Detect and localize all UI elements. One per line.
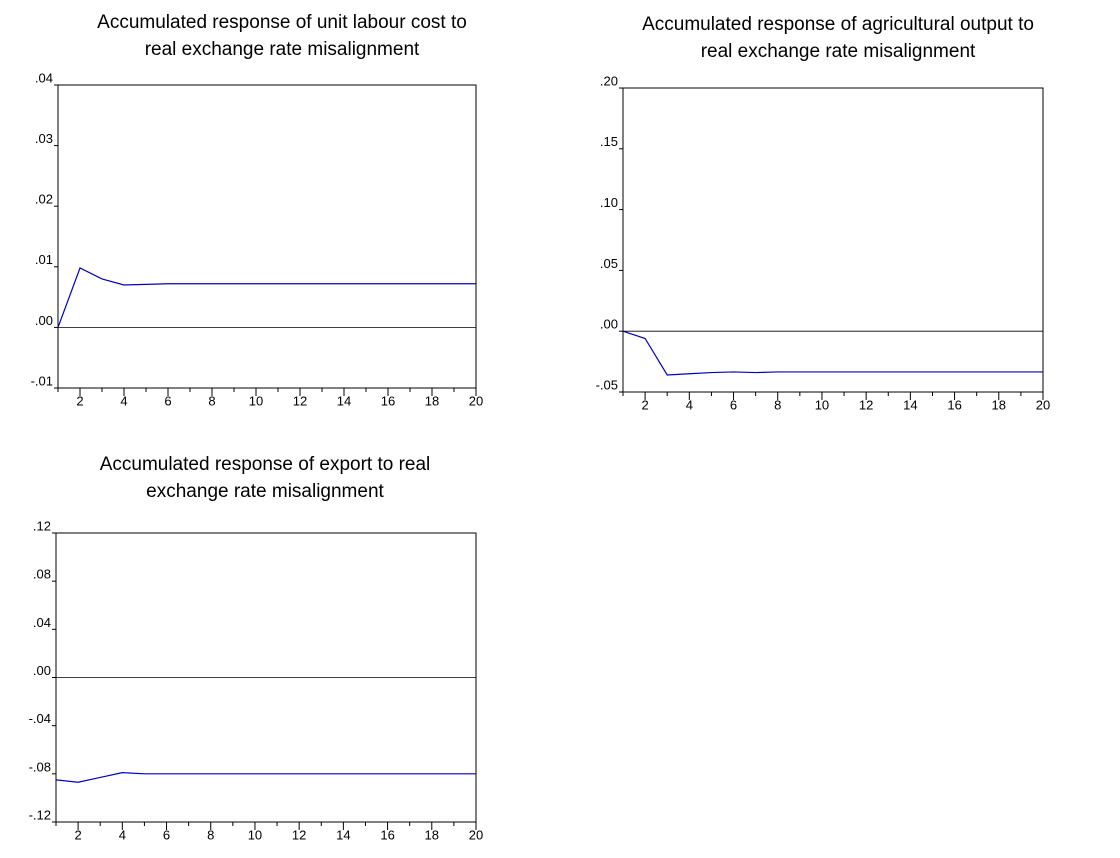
x-tick-label: 20 xyxy=(469,827,483,842)
x-tick-label: 14 xyxy=(336,827,350,842)
x-tick-label: 6 xyxy=(730,397,737,412)
y-tick-label: .10 xyxy=(600,195,618,210)
x-tick-label: 18 xyxy=(992,397,1006,412)
x-tick-label: 10 xyxy=(248,827,262,842)
chart-title: Accumulated response of export to real xyxy=(100,454,431,475)
x-tick-label: 16 xyxy=(381,393,395,408)
y-tick-label: .12 xyxy=(33,518,51,533)
chart-title: real exchange rate misalignment xyxy=(145,39,420,60)
chart-title: real exchange rate misalignment xyxy=(701,41,976,62)
y-tick-label: .20 xyxy=(600,73,618,88)
x-tick-label: 10 xyxy=(249,393,263,408)
x-tick-label: 20 xyxy=(469,393,483,408)
x-tick-label: 20 xyxy=(1036,397,1050,412)
chart-title: exchange rate misalignment xyxy=(146,481,384,502)
x-tick-label: 14 xyxy=(337,393,351,408)
response-line xyxy=(622,330,1043,376)
x-tick-label: 12 xyxy=(293,393,307,408)
x-tick-label: 8 xyxy=(774,397,781,412)
y-tick-label: -.04 xyxy=(29,711,51,726)
x-tick-label: 12 xyxy=(292,827,306,842)
y-tick-label: .01 xyxy=(35,252,53,267)
x-tick-label: 18 xyxy=(425,827,439,842)
response-line xyxy=(57,267,476,328)
y-tick-label: .15 xyxy=(600,134,618,149)
y-tick-label: -.12 xyxy=(29,807,51,822)
x-tick-label: 6 xyxy=(163,827,170,842)
x-tick-label: 2 xyxy=(641,397,648,412)
y-tick-label: .02 xyxy=(35,192,53,207)
x-tick-label: 2 xyxy=(76,393,83,408)
x-tick-label: 14 xyxy=(903,397,917,412)
x-tick-label: 12 xyxy=(859,397,873,412)
y-tick-label: .00 xyxy=(35,313,53,328)
x-tick-label: 18 xyxy=(425,393,439,408)
x-tick-label: 16 xyxy=(380,827,394,842)
y-tick-label: .00 xyxy=(600,317,618,332)
x-tick-label: 16 xyxy=(947,397,961,412)
y-tick-label: .04 xyxy=(35,70,53,85)
y-tick-label: .04 xyxy=(33,615,51,630)
y-tick-label: -.01 xyxy=(31,373,53,388)
x-tick-label: 2 xyxy=(74,827,81,842)
x-tick-label: 4 xyxy=(120,393,127,408)
x-tick-label: 8 xyxy=(208,393,215,408)
y-tick-label: .08 xyxy=(33,567,51,582)
x-tick-label: 6 xyxy=(164,393,171,408)
y-tick-label: -.08 xyxy=(29,759,51,774)
x-tick-label: 4 xyxy=(119,827,126,842)
chart-title: Accumulated response of agricultural out… xyxy=(642,14,1034,35)
chart-title: Accumulated response of unit labour cost… xyxy=(97,12,467,33)
x-tick-label: 10 xyxy=(815,397,829,412)
plot-frame xyxy=(622,87,1044,393)
y-tick-label: .05 xyxy=(600,256,618,271)
x-tick-label: 4 xyxy=(686,397,693,412)
y-tick-label: .03 xyxy=(35,131,53,146)
x-tick-label: 8 xyxy=(207,827,214,842)
plot-frame xyxy=(57,84,477,389)
y-tick-label: -.05 xyxy=(596,377,618,392)
response-line xyxy=(55,772,476,783)
y-tick-label: .00 xyxy=(33,663,51,678)
